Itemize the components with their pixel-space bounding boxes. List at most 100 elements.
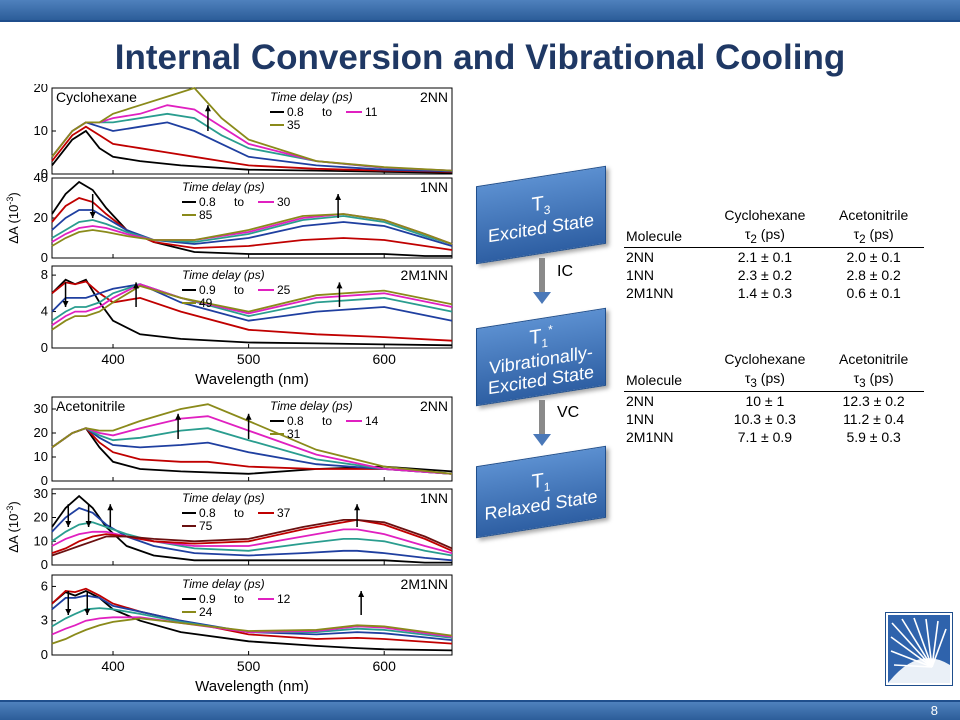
vc-label: VC — [557, 404, 580, 421]
molecule-label: 1NN — [420, 179, 448, 195]
y-tick-label: 3 — [41, 613, 48, 628]
series-line-5 — [51, 403, 453, 475]
arrow-head-icon — [85, 521, 92, 527]
molecule-label: 2NN — [420, 89, 448, 105]
arrow-head-icon — [65, 609, 72, 615]
legend-from: 0.8 — [287, 414, 304, 428]
legend-to-word: to — [234, 283, 244, 297]
institution-logo — [886, 613, 952, 685]
spectrum-panel-acetonitrile-1nn: 0 10 20 30 1NN Time delay (ps)0.8 to 37 75 — [34, 486, 453, 572]
legend-from: 0.9 — [199, 283, 216, 297]
molecule-label: 2M1NN — [401, 267, 448, 283]
series-line-1 — [51, 280, 453, 342]
series-line-5 — [51, 617, 453, 645]
spectrum-panel-cyclohexane-2nn: 0 10 20 Cyclohexane 2NN Time delay (ps)0.8 to 1… — [34, 84, 453, 181]
arrow-head-icon — [354, 504, 361, 511]
legend-title: Time delay (ps) — [182, 491, 265, 505]
vc-arrow-shaft — [539, 400, 545, 436]
acetonitrile-spectra: 0 10 20 30 Acetonitrile 2NN Time delay (ps) 0.8… — [5, 396, 453, 695]
tau3-solvent-acetonitrile: Acetonitrile — [839, 351, 909, 367]
series-line-2 — [51, 209, 453, 247]
arrow-head-icon — [358, 591, 365, 597]
plot-frame — [51, 177, 453, 259]
x-tick-label: 600 — [373, 351, 397, 367]
molecule-label: 1NN — [420, 490, 448, 506]
spectrum-panel-acetonitrile-2m1nn: 0 3 6 2M1NN Time delay (ps)0.9 to 12 24 — [41, 574, 453, 662]
series-line-2 — [51, 283, 453, 322]
arrow-head-icon — [84, 609, 91, 615]
vc-arrow-head-icon — [533, 434, 551, 446]
series-line-1 — [51, 125, 453, 173]
y-axis-label: ΔA (10-3) — [5, 501, 21, 552]
y-tick-label: 0 — [41, 250, 48, 265]
series-line-3 — [51, 607, 453, 639]
x-tick-label: 400 — [101, 351, 125, 367]
arrow-head-icon — [175, 413, 182, 420]
tau2-header-row: Molecule τ2 (ps) τ2 (ps) — [624, 225, 924, 248]
x-tick-label: 500 — [237, 351, 261, 367]
tau3-header-molecule: Molecule — [624, 369, 707, 392]
state-t1-box: T1 Relaxed State — [476, 445, 606, 539]
ic-arrow-head-icon — [533, 292, 551, 304]
tau3-solvent-cyclohexane: Cyclohexane — [724, 351, 806, 367]
legend-third: 75 — [199, 519, 213, 533]
y-tick-label: 6 — [41, 578, 48, 593]
starburst-logo-icon — [888, 617, 950, 683]
series-line-3 — [51, 283, 453, 322]
legend-to-word: to — [322, 414, 332, 428]
molecule-label: 2M1NN — [401, 576, 448, 592]
legend-to: 30 — [277, 195, 291, 209]
bottom-bar: 8 — [0, 700, 960, 720]
y-tick-label: 20 — [34, 84, 48, 95]
legend-to-word: to — [234, 195, 244, 209]
legend-title: Time delay (ps) — [182, 268, 265, 282]
legend-title: Time delay (ps) — [270, 90, 353, 104]
series-line-5 — [51, 86, 453, 172]
x-tick-label: 400 — [101, 658, 125, 674]
series-line-2 — [51, 594, 453, 641]
x-axis-label: Wavelength (nm) — [195, 371, 309, 388]
series-line-2 — [51, 521, 453, 557]
legend-to-word: to — [234, 592, 244, 606]
legend-title: Time delay (ps) — [182, 180, 265, 194]
legend-to: 25 — [277, 283, 291, 297]
series-line-5 — [51, 519, 453, 557]
tau3-table: Cyclohexane Acetonitrile Molecule τ3 (ps… — [624, 350, 924, 446]
y-tick-label: 30 — [34, 401, 48, 416]
y-tick-label: 8 — [41, 267, 48, 282]
series-line-4 — [51, 518, 453, 554]
table-row: 2NN 10 ± 1 12.3 ± 0.2 — [624, 390, 924, 410]
table-row: 2NN 2.1 ± 0.1 2.0 ± 0.1 — [624, 246, 924, 266]
legend-to: 14 — [365, 414, 379, 428]
series-line-1 — [51, 506, 453, 562]
molecule-label: 2NN — [420, 398, 448, 414]
y-tick-label: 0 — [41, 557, 48, 572]
series-line-0 — [51, 590, 453, 652]
arrow-head-icon — [335, 194, 342, 200]
solvent-label: Acetonitrile — [56, 398, 125, 414]
arrow-head-icon — [65, 521, 72, 527]
y-tick-label: 20 — [34, 510, 48, 525]
legend-third: 24 — [199, 605, 213, 619]
arrow-head-icon — [133, 282, 140, 289]
tau2-solvent-cyclohexane: Cyclohexane — [724, 207, 806, 223]
legend-to: 37 — [277, 506, 291, 520]
series-line-0 — [51, 129, 453, 174]
spectrum-panel-cyclohexane-1nn: 0 20 40 1NN Time delay (ps)0.8 to 30 85 — [34, 170, 453, 265]
y-tick-label: 20 — [34, 210, 48, 225]
y-tick-label: 20 — [34, 425, 48, 440]
legend-to-word: to — [234, 506, 244, 520]
legend-from: 0.8 — [199, 195, 216, 209]
y-tick-label: 10 — [34, 449, 48, 464]
series-line-0 — [51, 180, 452, 257]
x-axis-label: Wavelength (nm) — [195, 678, 309, 695]
series-line-3 — [51, 215, 453, 245]
legend-title: Time delay (ps) — [182, 577, 265, 591]
legend-third: 49 — [199, 296, 213, 310]
cyclohexane-chart-group: 0 10 20 Cyclohexane 2NN Time delay (ps) 0.8 to 1… — [2, 84, 458, 394]
y-tick-label: 0 — [41, 166, 48, 181]
y-axis-label: ΔA (10-3) — [5, 192, 21, 243]
y-tick-label: 10 — [34, 533, 48, 548]
tau2-solvent-row: Cyclohexane Acetonitrile — [624, 206, 924, 225]
